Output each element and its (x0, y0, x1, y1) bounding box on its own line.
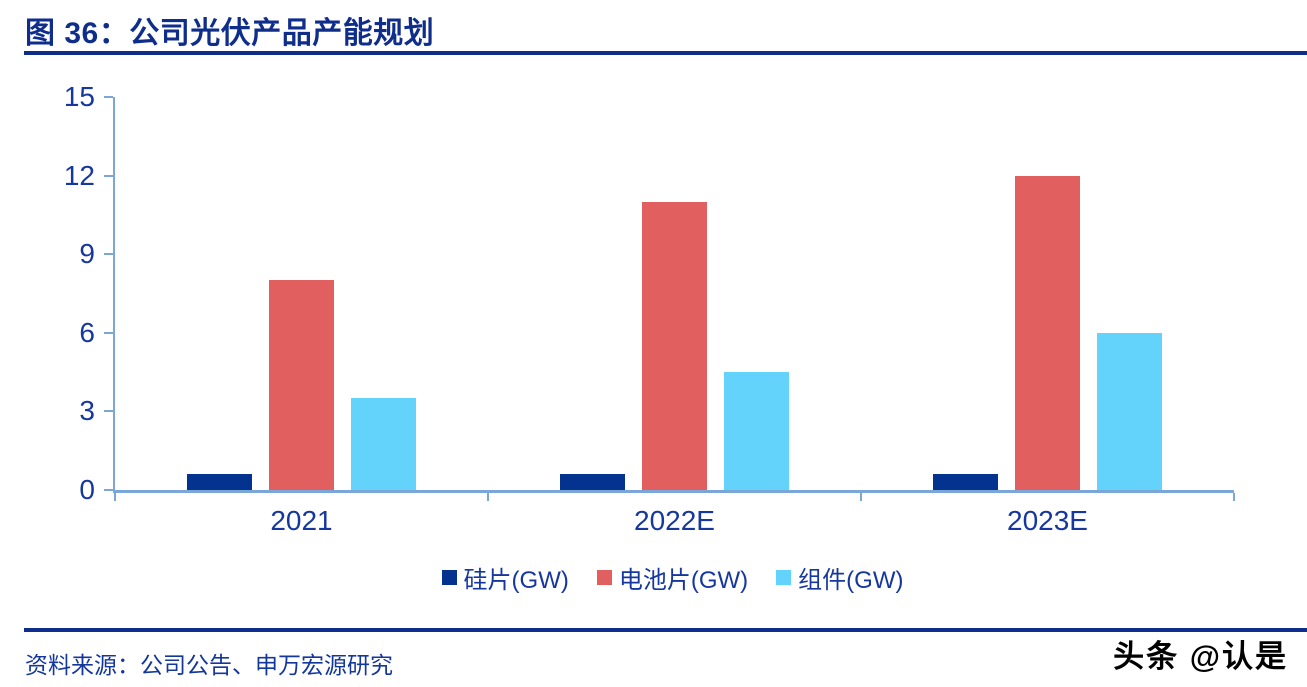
bar-硅片(GW)-2022E (560, 474, 625, 490)
legend-label: 电池片(GW) (618, 567, 749, 594)
legend-label: 组件(GW) (798, 567, 904, 594)
y-axis-tick (104, 489, 113, 491)
bar-硅片(GW)-2023E (933, 474, 998, 490)
y-axis-tick (104, 253, 113, 256)
bar-组件(GW)-2021 (351, 398, 416, 490)
plot-area: 0 3 6 9 12 15 2021 2022E 2023E (64, 81, 1235, 536)
y-axis-label: 3 (79, 395, 95, 427)
watermark-text: 头条 @认是 (1113, 639, 1288, 674)
y-axis-label: 9 (79, 238, 95, 270)
y-axis-tick (104, 331, 113, 334)
x-axis-tick (487, 493, 489, 501)
x-axis-tick (1233, 493, 1235, 501)
legend-label: 硅片(GW) (463, 567, 569, 594)
y-axis-tick (104, 410, 113, 413)
bar-组件(GW)-2023E (1097, 332, 1162, 490)
legend-swatch-icon (441, 570, 457, 585)
bar-电池片(GW)-2023E (1015, 175, 1080, 490)
x-axis-label: 2022E (634, 505, 715, 536)
legend-item: 组件(GW) (776, 560, 903, 595)
legend-item: 电池片(GW) (596, 560, 749, 595)
x-axis-tick (860, 493, 862, 501)
y-axis-label: 12 (63, 159, 95, 191)
x-axis-label: 2023E (1007, 505, 1088, 536)
source-text: 资料来源：公司公告、申万宏源研究 (25, 652, 393, 678)
y-axis-tick (104, 174, 113, 177)
title-underline (24, 51, 1307, 55)
legend-item: 硅片(GW) (441, 560, 569, 595)
x-axis-tick (114, 493, 116, 501)
bar-电池片(GW)-2021 (269, 280, 334, 490)
footer-divider (24, 628, 1307, 632)
y-axis-label: 15 (63, 81, 95, 112)
chart-title: 图 36：公司光伏产品产能规划 (25, 17, 435, 50)
y-axis-label: 6 (79, 316, 95, 348)
bar-组件(GW)-2022E (724, 372, 789, 490)
chart-legend: 硅片(GW) 电池片(GW) 组件(GW) (113, 560, 1232, 595)
y-axis-label: 0 (79, 474, 95, 505)
x-axis-label: 2021 (270, 505, 333, 536)
y-axis-tick (104, 96, 113, 98)
bar-硅片(GW)-2021 (187, 474, 252, 490)
legend-swatch-icon (776, 570, 792, 585)
bar-电池片(GW)-2022E (642, 201, 707, 490)
legend-swatch-icon (596, 570, 612, 585)
